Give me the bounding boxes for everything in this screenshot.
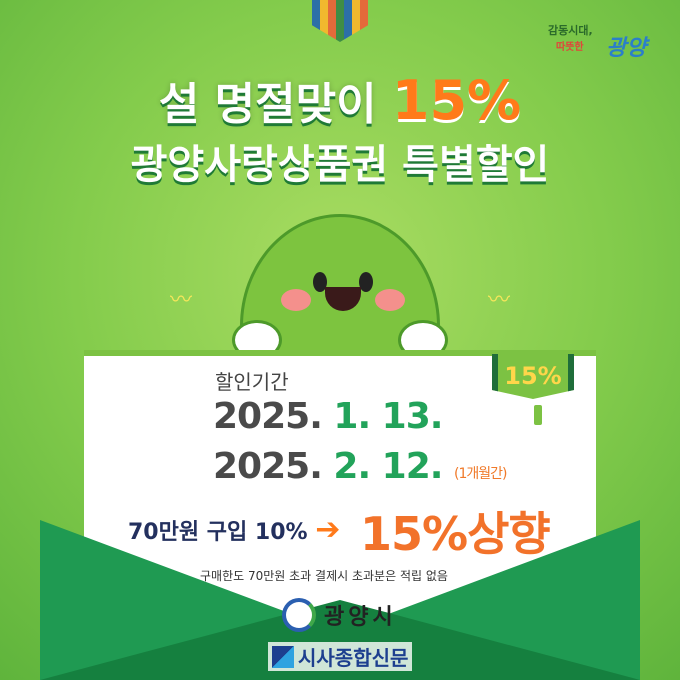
tag-decoration	[534, 405, 542, 425]
slogan-line1: 감동시대,	[548, 24, 593, 37]
start-year: 2025.	[213, 396, 323, 437]
mascot-mouth	[325, 287, 361, 311]
title-line2: 광양사랑상품권 특별할인	[130, 142, 550, 188]
city-logo: 광양시	[282, 598, 397, 632]
period-label: 할인기간	[215, 370, 289, 394]
watermark: 시사종합신문	[268, 642, 413, 671]
start-day: 1. 13.	[333, 396, 443, 437]
title-line1: 설 명절맞이 15%	[0, 68, 680, 132]
arrow-right-icon: ➔	[315, 512, 341, 547]
title-percent: 15%	[391, 69, 522, 132]
end-day: 2. 12.	[333, 446, 443, 487]
ribbon-decoration	[312, 0, 368, 42]
end-date: 2025. 2. 12. (1개월간)	[213, 446, 507, 487]
city-name: 광양시	[324, 605, 397, 630]
end-year: 2025.	[213, 446, 323, 487]
slogan-city: 광양	[606, 36, 647, 61]
slogan-line2: 따뜻한	[556, 42, 584, 53]
purchase-limit-note: 구매한도 70만원 초과 결제시 초과분은 적립 없음	[200, 569, 448, 583]
squiggle-decoration: 〰	[170, 288, 193, 313]
mascot-eye	[359, 272, 373, 292]
mascot-cheek	[281, 289, 311, 311]
offer-after: 15%상향	[360, 507, 551, 561]
city-slogan-logo: 감동시대, 따뜻한 광양	[548, 22, 668, 61]
mascot-cheek	[375, 289, 405, 311]
title-prefix: 설 명절맞이	[158, 79, 377, 130]
duration: (1개월간)	[454, 466, 507, 482]
newspaper-logo-icon	[272, 645, 294, 668]
discount-badge: 15%	[492, 354, 574, 399]
watermark-text: 시사종합신문	[298, 646, 409, 670]
offer-before-text: 70만원 구입 10%	[128, 520, 308, 545]
mascot-eye	[313, 272, 327, 292]
start-date: 2025. 1. 13.	[213, 396, 443, 437]
city-emblem-icon	[282, 598, 316, 632]
offer-before: 70만원 구입 10% ➔	[128, 512, 340, 547]
squiggle-decoration: 〰	[488, 288, 511, 313]
